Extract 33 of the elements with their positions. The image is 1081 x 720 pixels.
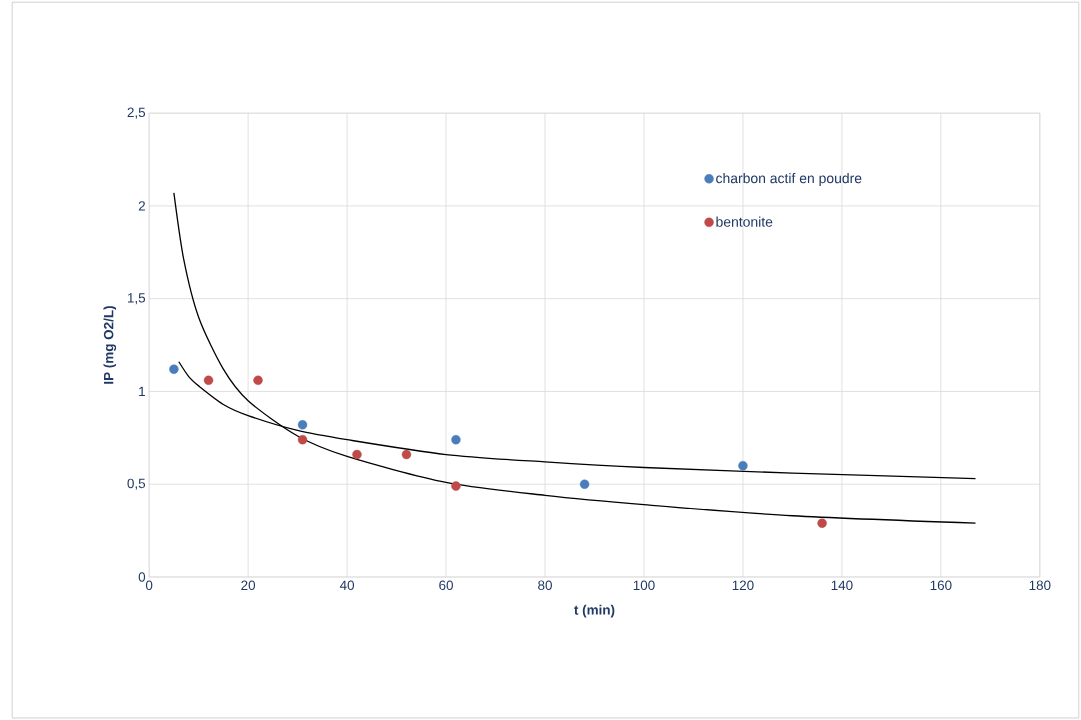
point: [451, 481, 461, 491]
x-tick-label: 60: [439, 580, 453, 590]
y-tick-label: 2: [138, 201, 145, 211]
x-tick-label: 0: [145, 580, 153, 590]
y-axis-title: IP (mg O2/L): [103, 306, 117, 384]
x-tick-label: 80: [538, 580, 552, 590]
y-tick-label: 0: [138, 572, 146, 582]
line-series: [173, 192, 977, 524]
y-tick-label: 1: [139, 386, 145, 397]
point: [297, 434, 308, 445]
point: [297, 420, 308, 430]
y-tick-label: 0,5: [127, 478, 146, 490]
legend-label: bentonite: [716, 216, 773, 227]
point: [169, 364, 179, 374]
x-tick-label: 20: [241, 580, 256, 590]
point: [579, 479, 590, 489]
x-tick-label: 100: [633, 580, 655, 590]
y-tick-label: 1,5: [127, 293, 146, 305]
x-axis-title: t (min): [574, 604, 615, 618]
point: [401, 449, 412, 460]
point: [451, 434, 461, 445]
x-tick-label: 140: [831, 580, 853, 590]
point: [253, 375, 263, 385]
x-tick-label: 160: [930, 580, 952, 590]
x-tick-label: 40: [339, 580, 355, 590]
point: [738, 460, 748, 471]
point: [352, 449, 362, 460]
y-tick-label: 2,5: [127, 107, 146, 119]
legend-label: charbon actif en poudre: [716, 172, 862, 186]
x-tick-label: 180: [1029, 580, 1051, 590]
x-tick-label: 120: [732, 580, 754, 590]
point: [817, 518, 827, 528]
point: [203, 375, 214, 385]
